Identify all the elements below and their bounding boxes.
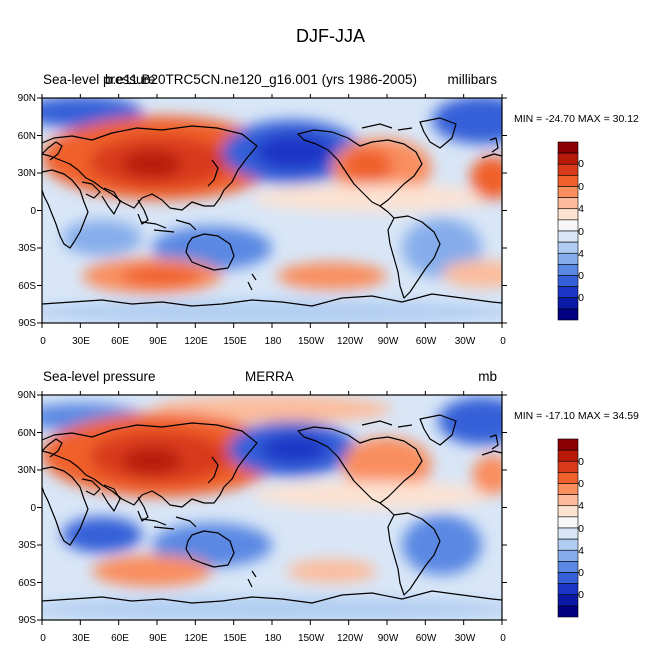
colorbar-swatch [557, 494, 579, 507]
lat-label: 90N [17, 390, 36, 401]
colorbar-swatch [557, 605, 579, 618]
colorbar-swatch [557, 163, 579, 176]
lon-label: 30W [454, 633, 476, 644]
colorbar-label: 0 [578, 226, 584, 238]
colorbar-2 [557, 438, 579, 618]
colorbar-swatch [557, 583, 579, 596]
colorbar-label: -4 [574, 545, 584, 557]
colorbar-swatch [557, 549, 579, 562]
colorbar-swatch [557, 152, 579, 165]
lon-label: 90W [377, 336, 399, 347]
lon-label: 0 [500, 336, 506, 347]
lon-label: 180 [264, 336, 282, 347]
colorbar-swatch [557, 141, 579, 154]
lon-label: 150W [297, 633, 325, 644]
lon-label: 0 [40, 633, 46, 644]
lon-label: 90E [149, 336, 167, 347]
colorbar-swatch [557, 438, 579, 451]
colorbar-label: -4 [574, 248, 584, 260]
colorbar-swatch [557, 275, 579, 287]
lon-label: 120E [184, 633, 208, 644]
colorbar-swatch [557, 505, 579, 518]
lon-label: 0 [40, 336, 46, 347]
lon-label: 60E [111, 336, 129, 347]
colorbar-label: 0 [578, 523, 584, 535]
colorbar-swatch [557, 252, 579, 265]
lat-label: 30N [17, 168, 36, 179]
lon-label: 120W [336, 336, 364, 347]
colorbar-swatch [557, 449, 579, 462]
panel-1-left-title: Sea-level pressure [43, 72, 156, 87]
colorbar-swatch [557, 219, 579, 232]
lat-label: 30N [17, 465, 36, 476]
lat-label: 90S [18, 318, 36, 329]
panel-2-units: mb [478, 369, 497, 384]
colorbar-swatch [557, 472, 579, 484]
colorbar-swatch [557, 297, 579, 310]
colorbar-label: 4 [578, 500, 584, 512]
panel-2-center-title: MERRA [245, 369, 294, 384]
colorbar-swatch [557, 264, 579, 276]
lat-label: 60N [17, 131, 36, 142]
colorbar-swatch [557, 241, 579, 254]
lon-label: 30E [72, 633, 90, 644]
lon-label: 90W [377, 633, 399, 644]
colorbar-swatch [557, 460, 579, 473]
lon-label: 60W [415, 633, 437, 644]
colorbar-swatch [557, 230, 579, 243]
colorbar-swatch [557, 516, 579, 529]
lon-label: 60E [111, 633, 129, 644]
lat-label: 0 [30, 206, 36, 217]
colorbar-swatch [557, 594, 579, 607]
lon-label: 30E [72, 336, 90, 347]
lon-label: 120W [336, 633, 364, 644]
lon-label: 150E [223, 336, 247, 347]
lat-label: 30S [18, 540, 36, 551]
lat-label: 90S [18, 615, 36, 626]
panel-2-stats: MIN = -17.10 MAX = 34.59 [514, 410, 639, 422]
panel-1-map [42, 96, 502, 324]
lat-label: 60S [18, 281, 36, 292]
lat-label: 30S [18, 243, 36, 254]
colorbar-swatch [557, 538, 579, 551]
lon-label: 180 [264, 633, 282, 644]
colorbar-swatch [557, 175, 579, 187]
lon-label: 90E [149, 633, 167, 644]
colorbar-swatch [557, 561, 579, 573]
lon-label: 30W [454, 336, 476, 347]
lon-label: 150W [297, 336, 325, 347]
colorbar-1 [557, 141, 579, 321]
colorbar-swatch [557, 527, 579, 540]
lat-label: 60S [18, 578, 36, 589]
lat-label: 0 [30, 503, 36, 514]
colorbar-swatch [557, 197, 579, 210]
colorbar-swatch [557, 308, 579, 321]
lon-label: 120E [184, 336, 208, 347]
colorbar-swatch [557, 208, 579, 221]
colorbar-label: 4 [578, 203, 584, 215]
panel-2-left-title: Sea-level pressure [43, 369, 156, 384]
lon-label: 60W [415, 336, 437, 347]
colorbar-swatch [557, 286, 579, 299]
panel-1-units: millibars [447, 72, 497, 87]
lat-label: 90N [17, 93, 36, 104]
colorbar-swatch [557, 572, 579, 584]
panel-1-stats: MIN = -24.70 MAX = 30.12 [514, 113, 639, 125]
lon-label: 0 [500, 633, 506, 644]
axis-ticks [37, 94, 507, 625]
lat-label: 60N [17, 428, 36, 439]
panel-2-map [42, 395, 502, 621]
panel-1-center-title: b.e11.B20TRC5CN.ne120_g16.001 (yrs 1986-… [105, 72, 417, 87]
lon-label: 150E [223, 633, 247, 644]
figure-title: DJF-JJA [296, 26, 365, 46]
colorbar-swatch [557, 483, 579, 495]
colorbar-swatch [557, 186, 579, 198]
